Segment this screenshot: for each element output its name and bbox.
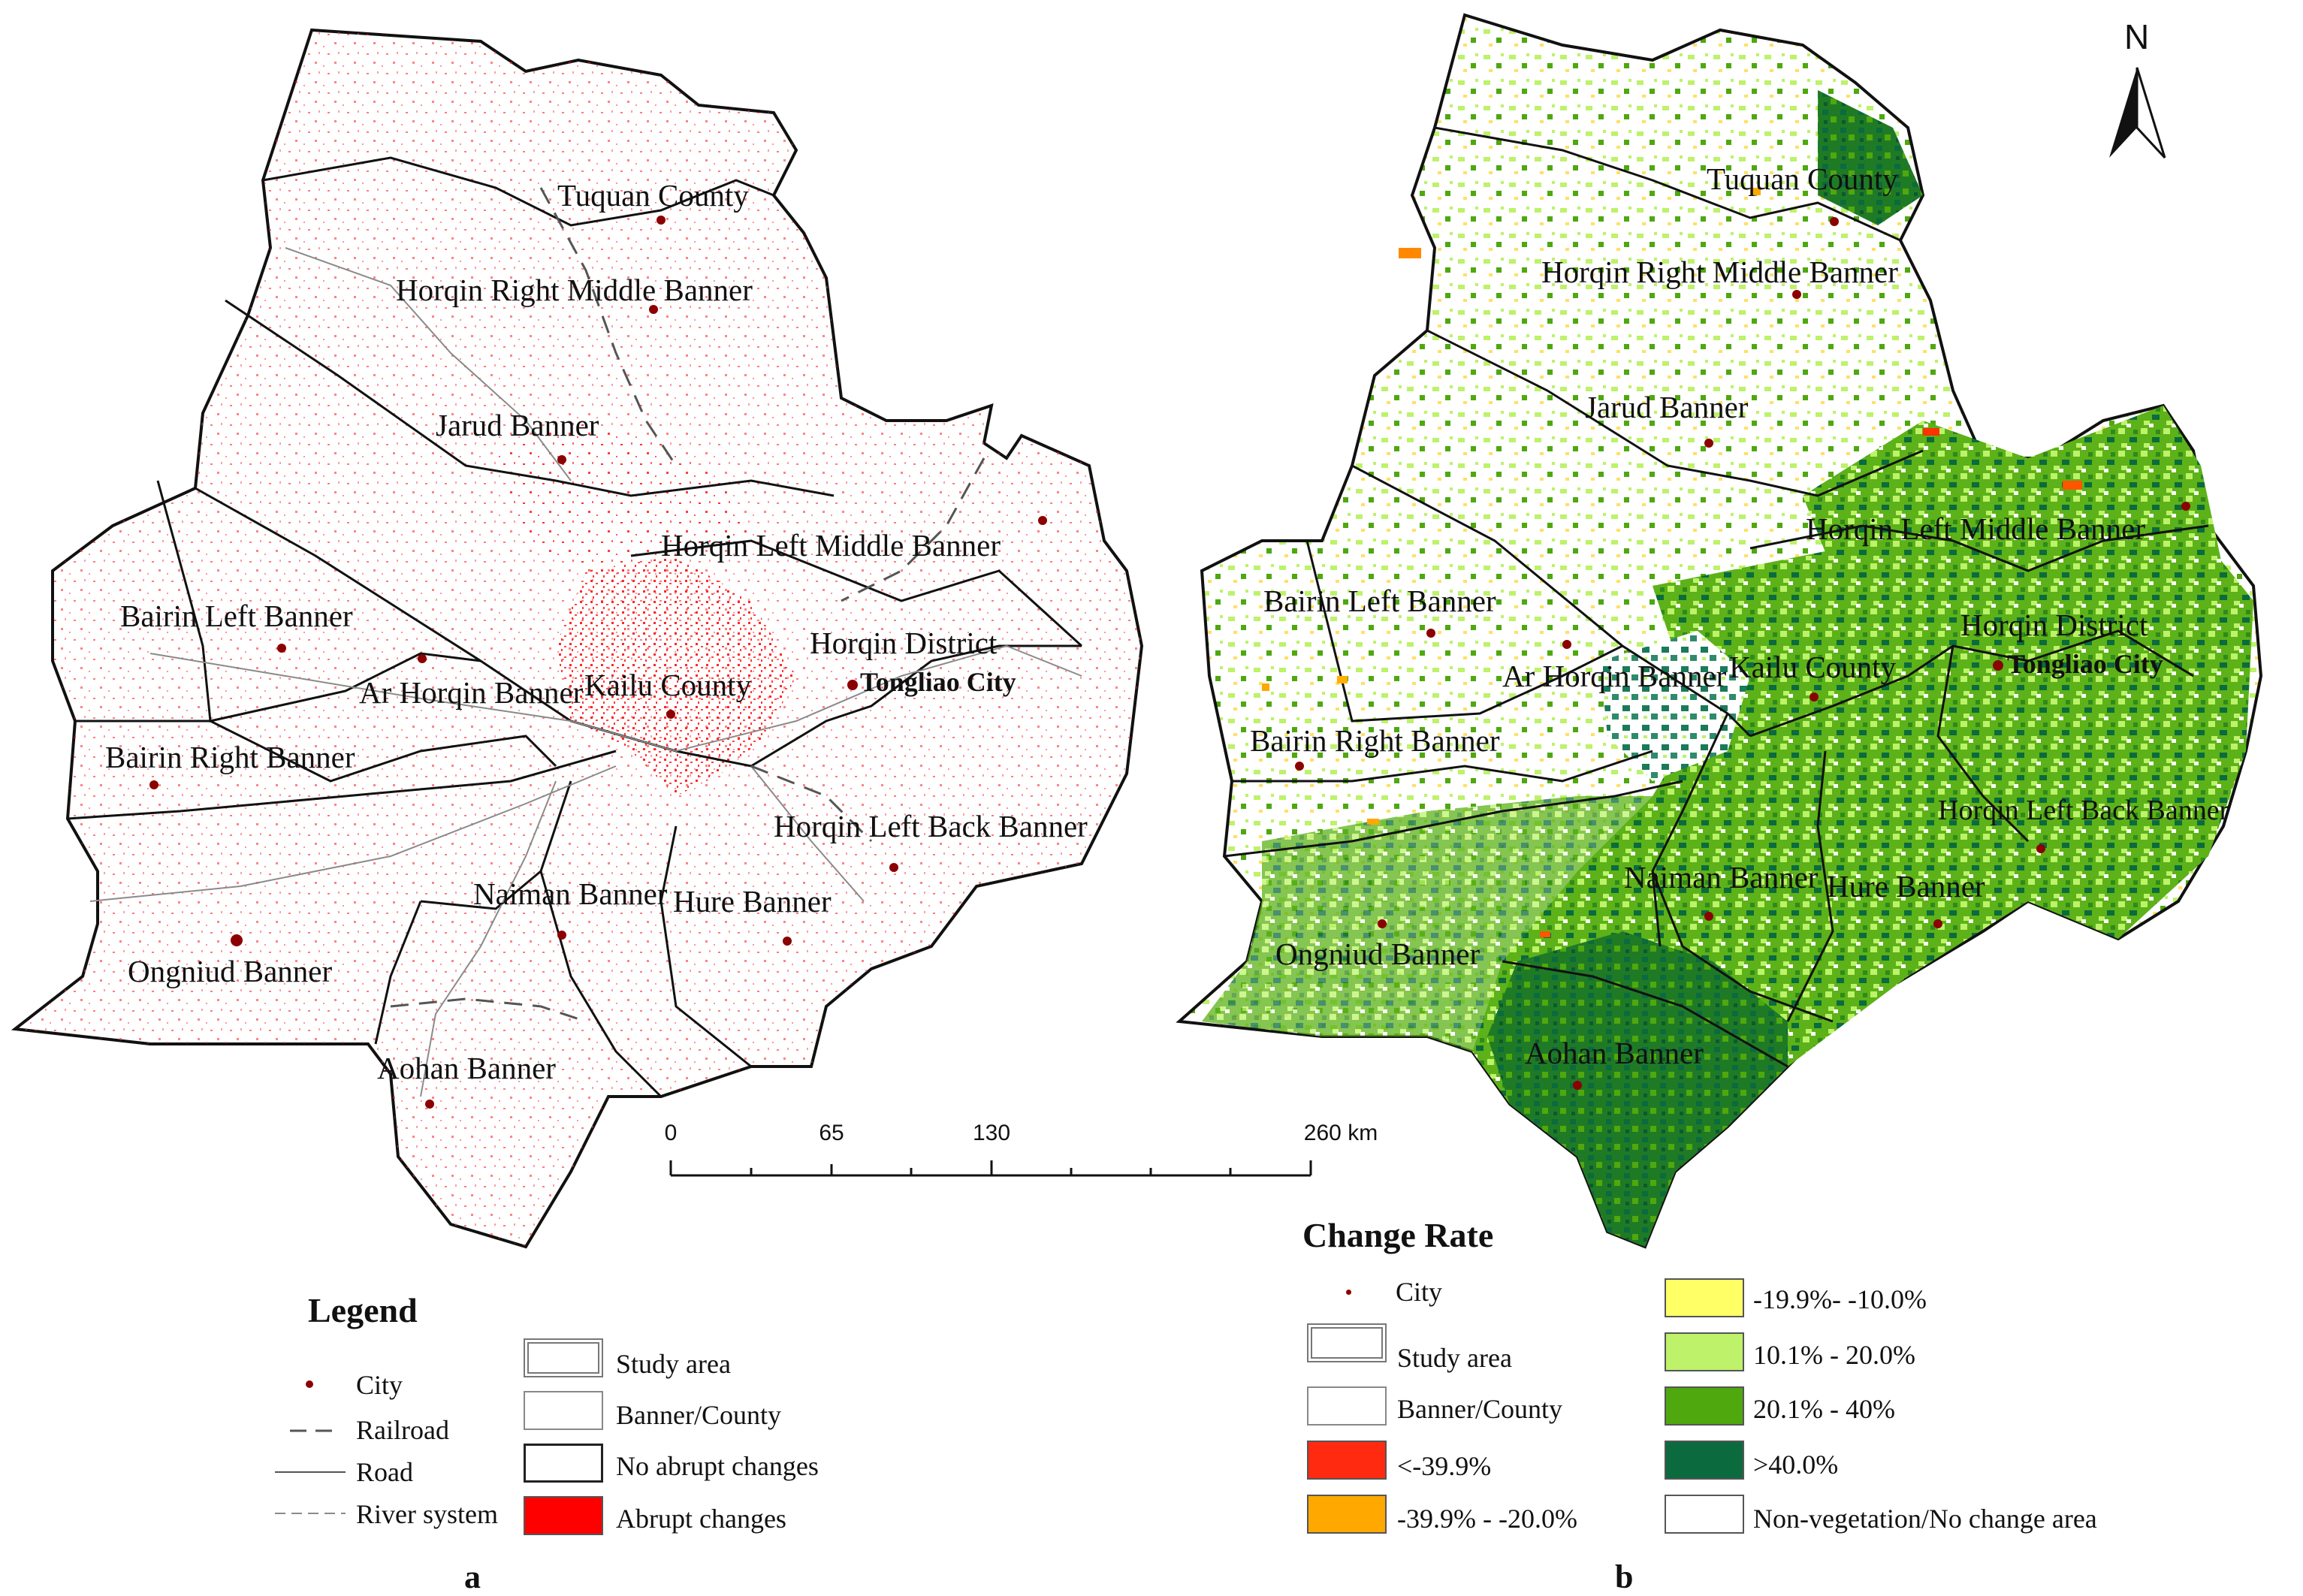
- legend-b-c2: -39.9% - -20.0%: [1397, 1504, 1577, 1534]
- legend-a-road: Road: [356, 1457, 413, 1487]
- map-label-horqin-right-middle-b: Horqin Right Middle Banner: [1541, 255, 1898, 289]
- city-markers-a: [149, 216, 1047, 1109]
- legend-a-banner: Banner/County: [616, 1400, 781, 1430]
- legend-b-c6: >40.0%: [1753, 1450, 1839, 1480]
- city-markers-b: [1295, 217, 2190, 1090]
- north-arrow: [2109, 67, 2166, 159]
- map-label-horqin-left-back-b: Horqin Left Back Banner: [1938, 795, 2229, 826]
- map-label-bairin-left-b: Bairin Left Banner: [1263, 584, 1496, 618]
- panel-a-map: [11, 28, 1144, 1249]
- map-label-jarud-b: Jarud Banner: [1585, 390, 1749, 424]
- legend-a-title: Legend: [308, 1291, 418, 1329]
- scale-bar: [669, 1160, 1312, 1177]
- scale-tick-130: 130: [972, 1121, 1011, 1145]
- map-label-kailu-b: Kailu County: [1729, 650, 1897, 684]
- map-label-naiman-a: Naiman Banner: [473, 876, 668, 911]
- map-label-ongniud-b: Ongniud Banner: [1275, 937, 1480, 971]
- scale-tick-260: 260 km: [1303, 1121, 1378, 1145]
- panel-b-map: [1176, 13, 2263, 1249]
- scale-tick-0: 0: [664, 1121, 678, 1145]
- map-label-hure-b: Hure Banner: [1827, 869, 1985, 904]
- legend-a-abrupt: Abrupt changes: [616, 1504, 786, 1534]
- map-label-tongliao-b: Tongliao City: [2007, 649, 2163, 679]
- legend-a-study-area-swatch: [524, 1338, 603, 1377]
- legend-a-study-area: Study area: [616, 1349, 731, 1379]
- legend-a-river: River system: [356, 1499, 498, 1529]
- scale-tick-65: 65: [819, 1121, 844, 1145]
- legend-b-c3: -19.9%- -10.0%: [1753, 1284, 1927, 1314]
- map-label-ar-horqin-b: Ar Horqin Banner: [1502, 659, 1727, 693]
- legend-b-c5: 20.1% - 40%: [1753, 1394, 1895, 1424]
- map-label-jarud-a: Jarud Banner: [436, 408, 599, 442]
- map-label-horqin-district-a: Horqin District: [810, 626, 998, 660]
- map-label-tuquan-a: Tuquan County: [557, 178, 749, 213]
- legend-b-title: Change Rate: [1302, 1216, 1494, 1254]
- legend-b-c1: <-39.9%: [1397, 1451, 1492, 1481]
- legend-b-city: City: [1396, 1277, 1443, 1307]
- panel-b-tag: b: [1615, 1558, 1634, 1595]
- map-label-hure-a: Hure Banner: [673, 884, 832, 919]
- map-label-naiman-b: Naiman Banner: [1624, 860, 1819, 895]
- legend-b-c4-swatch: [1665, 1332, 1744, 1371]
- map-label-aohan-a: Aohan Banner: [377, 1051, 556, 1085]
- legend-a-banner-swatch: [524, 1391, 603, 1430]
- map-label-horqin-left-back-a: Horqin Left Back Banner: [774, 809, 1088, 843]
- legend-b-c4: 10.1% - 20.0%: [1753, 1340, 1915, 1370]
- decrease-patches: [1262, 188, 2082, 937]
- legend-b-c3-swatch: [1665, 1278, 1744, 1317]
- map-label-horqin-district-b: Horqin District: [1960, 608, 2148, 642]
- legend-a-no-abrupt: No abrupt changes: [616, 1451, 819, 1481]
- map-label-kailu-a: Kailu County: [584, 668, 752, 702]
- map-label-horqin-left-middle-b: Horqin Left Middle Banner: [1806, 511, 2146, 546]
- legend-b-banner: Banner/County: [1397, 1394, 1562, 1424]
- map-label-tongliao-a: Tongliao City: [860, 667, 1016, 697]
- legend-a-railroad: Railroad: [356, 1415, 449, 1445]
- map-label-ongniud-a: Ongniud Banner: [128, 954, 333, 988]
- legend-b-c2-swatch: [1307, 1495, 1387, 1534]
- map-label-horqin-right-middle-a: Horqin Right Middle Banner: [396, 273, 753, 307]
- high-increase-zone-aohan: [1487, 931, 1788, 1247]
- map-label-bairin-left-a: Bairin Left Banner: [120, 599, 353, 633]
- banner-boundaries-b: [1224, 126, 2209, 1068]
- map-label-bairin-right-a: Bairin Right Banner: [105, 740, 355, 774]
- map-label-bairin-right-b: Bairin Right Banner: [1250, 723, 1500, 758]
- north-label: N: [2124, 17, 2150, 56]
- roads-a: [89, 247, 1082, 1097]
- legend-a-no-abrupt-swatch: [524, 1444, 603, 1483]
- legend-b-c5-swatch: [1665, 1386, 1744, 1426]
- map-label-horqin-left-middle-a: Horqin Left Middle Banner: [661, 528, 1001, 563]
- railroads-a: [390, 187, 985, 1023]
- map-label-aohan-b: Aohan Banner: [1525, 1036, 1704, 1070]
- legend-b-study-area: Study area: [1397, 1343, 1512, 1373]
- legend-a-abrupt-swatch: [524, 1496, 603, 1535]
- legend-b-c1-swatch: [1307, 1441, 1387, 1480]
- map-label-ar-horqin-a: Ar Horqin Banner: [359, 675, 584, 710]
- banner-boundaries-a: [67, 156, 1083, 1098]
- legend-b-c6-swatch: [1665, 1441, 1744, 1480]
- legend-b-c7-swatch: [1665, 1495, 1744, 1534]
- legend-b-banner-swatch: [1307, 1386, 1387, 1426]
- legend-b-c7: Non-vegetation/No change area: [1753, 1504, 2097, 1534]
- panel-a-tag: a: [464, 1558, 481, 1595]
- legend-b-city-dot: [1346, 1290, 1351, 1295]
- legend-b-study-area-swatch: [1307, 1323, 1387, 1362]
- legend-a-city: City: [356, 1370, 403, 1400]
- legend-a-symbols: [275, 1380, 346, 1514]
- map-label-tuquan-b: Tuquan County: [1707, 161, 1898, 196]
